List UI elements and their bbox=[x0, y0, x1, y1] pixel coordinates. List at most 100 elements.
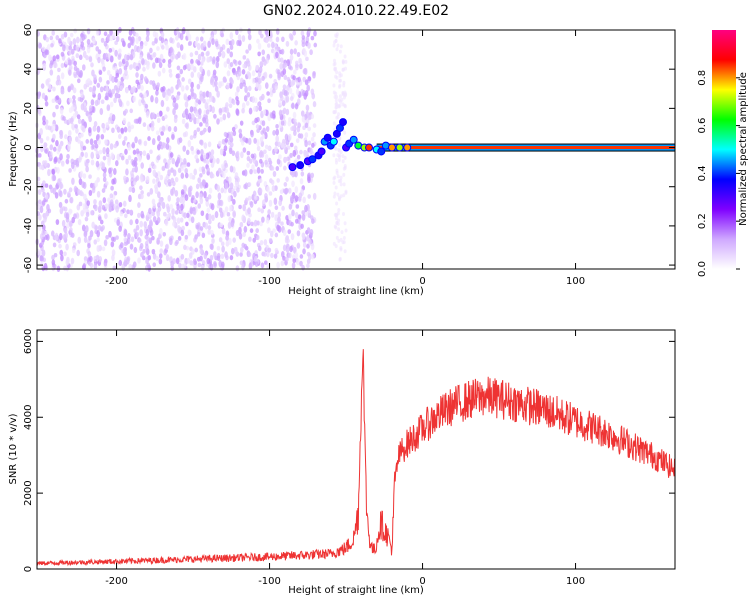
heatmap-cell bbox=[335, 220, 339, 225]
heatmap-cell bbox=[282, 107, 287, 115]
heatmap-cell bbox=[335, 235, 339, 240]
heatmap-cell bbox=[196, 231, 201, 237]
heatmap-cell bbox=[145, 175, 150, 183]
colorbar: 0.0 0.2 0.4 0.6 0.8 Normalized spectral ampl… bbox=[697, 30, 749, 277]
heatmap-cell bbox=[94, 225, 99, 231]
heatmap-cell bbox=[300, 223, 304, 229]
heatmap-cell bbox=[116, 219, 120, 227]
heatmap-cell bbox=[67, 129, 72, 137]
colorbar-gradient bbox=[712, 30, 736, 269]
chirp-point bbox=[323, 133, 332, 142]
heatmap-cell bbox=[175, 53, 179, 60]
heatmap-cell bbox=[338, 257, 342, 262]
heatmap-cell bbox=[93, 120, 98, 127]
heatmap-cell bbox=[187, 140, 192, 148]
heatmap-cell bbox=[86, 27, 91, 35]
heatmap-cell bbox=[95, 160, 100, 168]
heatmap-cell bbox=[310, 113, 315, 120]
heatmap-cell bbox=[78, 54, 83, 60]
heatmap-cell bbox=[225, 234, 230, 241]
heatmap-cell bbox=[309, 147, 313, 155]
heatmap-cell bbox=[87, 113, 92, 120]
heatmap-cell bbox=[146, 154, 151, 161]
heatmap-cell bbox=[146, 236, 150, 242]
heatmap-cell bbox=[294, 40, 298, 46]
heatmap-cell bbox=[214, 211, 219, 219]
heatmap-cell bbox=[294, 195, 299, 203]
heatmap-cell bbox=[70, 161, 75, 170]
heatmap-cell bbox=[175, 35, 179, 41]
heatmap-cell bbox=[289, 142, 294, 148]
heatmap-cell bbox=[84, 152, 89, 158]
heatmap-cell bbox=[105, 122, 110, 129]
heatmap-cell bbox=[52, 242, 57, 248]
heatmap-cell bbox=[257, 245, 262, 252]
heatmap-cell bbox=[171, 208, 175, 216]
heatmap-cell bbox=[129, 38, 134, 46]
heatmap-cell bbox=[102, 176, 107, 183]
heatmap-cell bbox=[295, 88, 300, 96]
heatmap-cell bbox=[184, 172, 189, 179]
heatmap-cell bbox=[190, 63, 194, 71]
heatmap-cell bbox=[305, 104, 310, 112]
heatmap-cell bbox=[94, 99, 99, 107]
heatmap-cell bbox=[288, 213, 292, 220]
heatmap-cell bbox=[246, 71, 251, 76]
heatmap-cell bbox=[313, 30, 317, 37]
heatmap-cell bbox=[300, 110, 305, 117]
heatmap-cell bbox=[114, 65, 118, 72]
heatmap-cell bbox=[80, 41, 85, 48]
heatmap-cell bbox=[59, 153, 63, 161]
heatmap-cell bbox=[92, 125, 97, 132]
heatmap-cell bbox=[178, 262, 182, 269]
heatmap-cell bbox=[239, 221, 244, 228]
heatmap-cell bbox=[172, 216, 177, 224]
heatmap-cell bbox=[68, 107, 73, 114]
heatmap-cell bbox=[49, 35, 54, 41]
heatmap-cell bbox=[36, 92, 41, 100]
heatmap-cell bbox=[135, 231, 140, 238]
heatmap-cell bbox=[337, 238, 341, 243]
x-tick-label: -200 bbox=[105, 276, 128, 287]
heatmap-cell bbox=[171, 134, 175, 140]
heatmap-cell bbox=[90, 99, 95, 106]
heatmap-cell bbox=[116, 126, 121, 133]
heatmap-cell bbox=[137, 139, 142, 145]
heatmap-cell bbox=[197, 53, 202, 61]
heatmap-cell bbox=[196, 149, 201, 155]
heatmap-cell bbox=[238, 232, 243, 240]
heatmap-cell bbox=[123, 259, 128, 267]
spectrogram-frame bbox=[36, 29, 676, 270]
heatmap-cell bbox=[304, 122, 309, 129]
heatmap-cell bbox=[129, 53, 134, 60]
heatmap-cell bbox=[93, 140, 98, 145]
heatmap-cell bbox=[293, 130, 297, 136]
heatmap-cell bbox=[72, 87, 77, 94]
heatmap-cell bbox=[336, 211, 340, 216]
heatmap-cell bbox=[75, 44, 80, 52]
heatmap-cell bbox=[186, 162, 191, 167]
heatmap-cell bbox=[137, 202, 141, 209]
heatmap-cell bbox=[118, 225, 122, 232]
heatmap-cell bbox=[91, 221, 95, 229]
heatmap-cell bbox=[129, 64, 134, 69]
heatmap-cell bbox=[300, 171, 305, 177]
heatmap-cell bbox=[63, 188, 67, 195]
heatmap-cell bbox=[307, 140, 312, 146]
heatmap-cell bbox=[342, 193, 346, 198]
heatmap-cell bbox=[151, 80, 156, 87]
heatmap-cell bbox=[135, 32, 139, 38]
heatmap-cell bbox=[242, 231, 246, 238]
heatmap-cell bbox=[140, 176, 144, 183]
heatmap-cell bbox=[334, 185, 338, 190]
heatmap-cell bbox=[337, 98, 341, 103]
heatmap-cell bbox=[177, 235, 182, 241]
heatmap-cell bbox=[199, 90, 203, 97]
y-tick-label: 6000 bbox=[23, 329, 34, 354]
heatmap-cell bbox=[338, 94, 342, 99]
heatmap-cell bbox=[51, 168, 55, 175]
heatmap-cell bbox=[334, 225, 338, 230]
heatmap-cell bbox=[229, 165, 234, 173]
heatmap-cell bbox=[141, 57, 145, 65]
heatmap-cell bbox=[245, 100, 250, 106]
